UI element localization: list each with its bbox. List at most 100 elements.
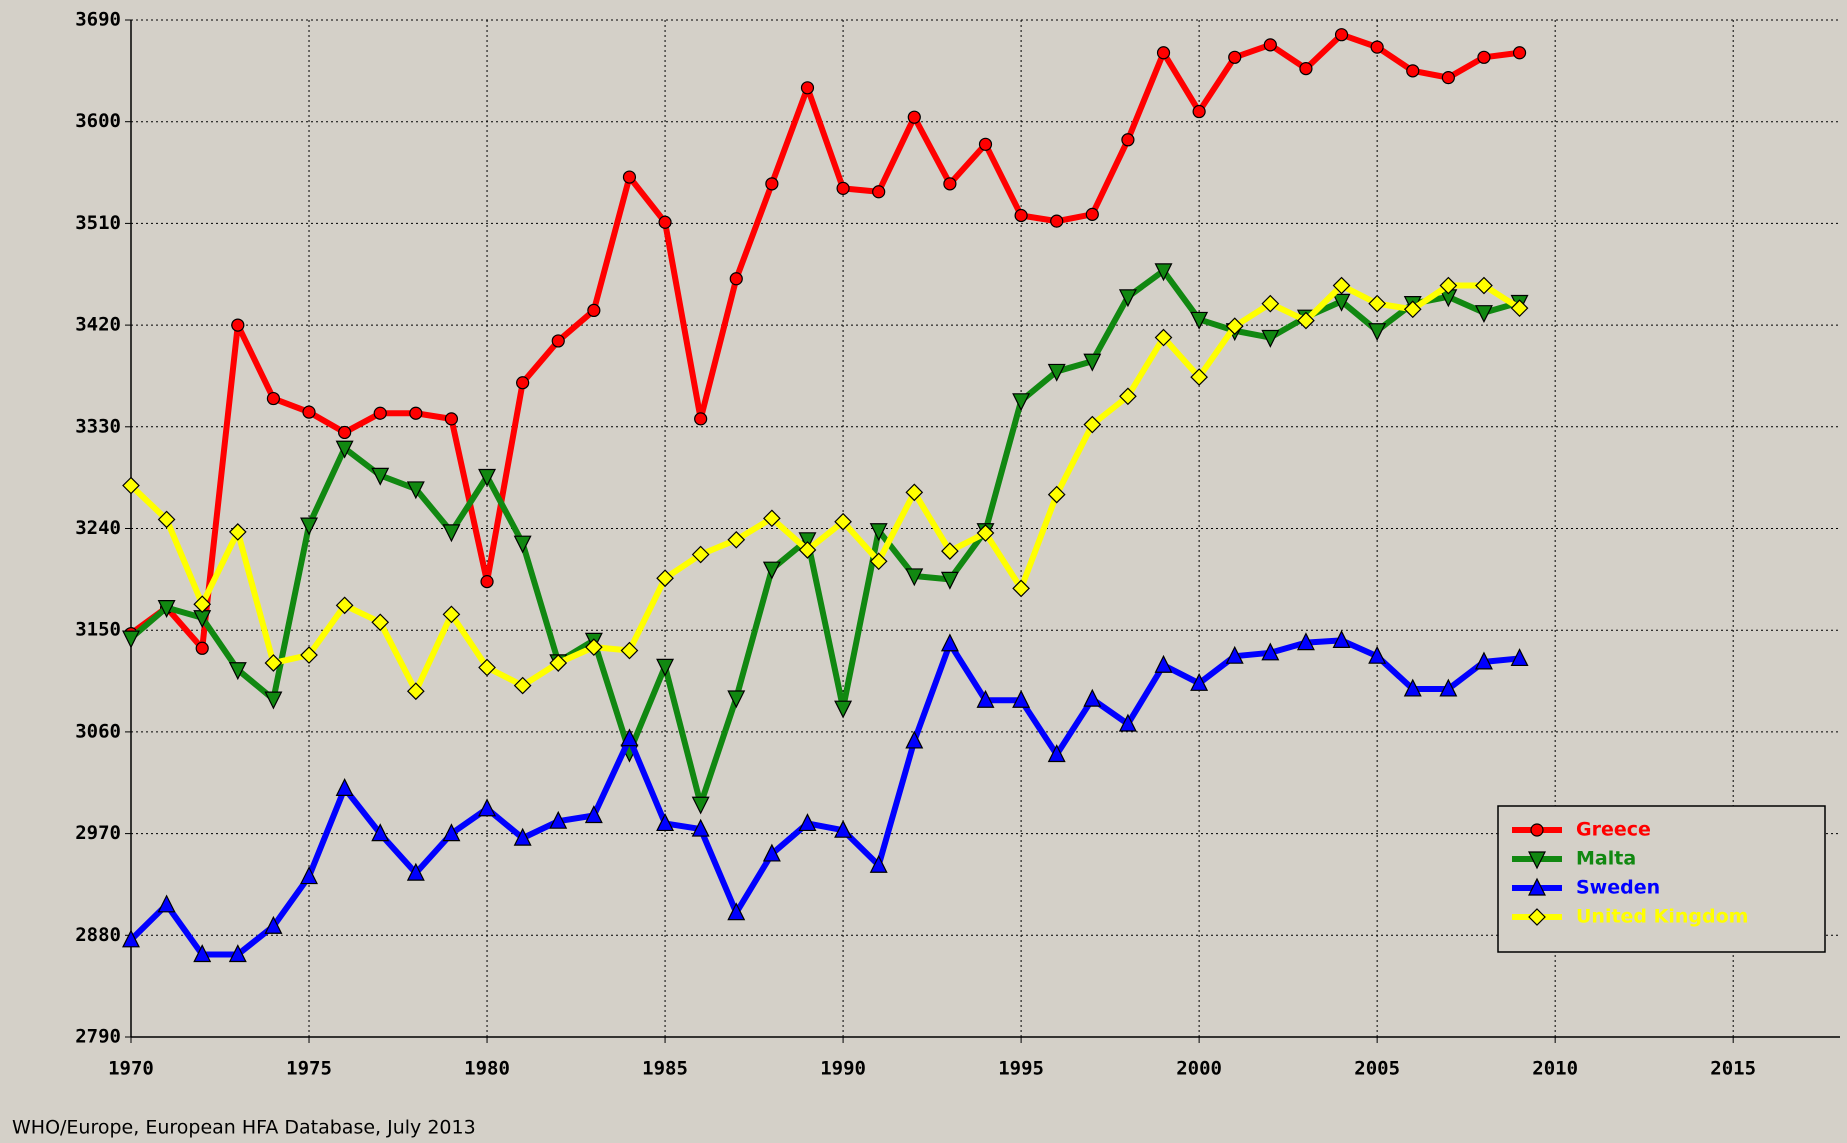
marker	[549, 810, 568, 829]
marker	[513, 676, 532, 695]
marker	[1192, 104, 1206, 119]
marker	[1368, 645, 1387, 664]
x-tick-label: 2005	[1354, 1058, 1400, 1080]
marker	[300, 646, 318, 664]
marker	[691, 818, 710, 837]
marker	[1296, 632, 1315, 651]
marker	[872, 185, 886, 199]
marker	[1441, 71, 1455, 85]
marker	[1299, 61, 1313, 76]
marker	[302, 405, 316, 419]
legend-label: United Kingdom	[1576, 906, 1748, 928]
marker	[478, 798, 497, 817]
marker	[622, 170, 637, 184]
marker	[1368, 323, 1387, 342]
marker	[1297, 311, 1315, 330]
marker	[406, 481, 425, 500]
marker	[620, 728, 639, 747]
marker	[584, 805, 603, 824]
legend-label: Malta	[1576, 848, 1636, 870]
marker	[228, 523, 247, 541]
series-line	[129, 267, 1521, 808]
marker	[1510, 648, 1529, 667]
marker	[1014, 208, 1028, 223]
marker	[656, 569, 674, 588]
marker	[406, 682, 425, 701]
marker	[1119, 387, 1137, 406]
marker	[444, 412, 459, 426]
marker	[976, 524, 995, 542]
marker	[335, 440, 354, 459]
y-tick-label: 3510	[75, 212, 121, 234]
marker	[798, 813, 817, 832]
x-tick-label: 2015	[1710, 1058, 1756, 1080]
marker	[1225, 645, 1244, 664]
marker	[656, 658, 675, 677]
marker	[373, 406, 387, 420]
marker	[300, 517, 318, 536]
marker	[335, 778, 354, 797]
marker	[193, 944, 212, 963]
marker	[1012, 393, 1031, 412]
marker	[195, 641, 209, 655]
marker	[264, 691, 283, 710]
marker	[800, 81, 815, 95]
legend-label: Greece	[1576, 819, 1651, 841]
marker	[122, 929, 140, 948]
marker	[943, 177, 957, 191]
marker	[1190, 368, 1208, 386]
marker	[480, 575, 494, 589]
marker	[406, 862, 425, 881]
x-tick-label: 1985	[642, 1058, 688, 1080]
marker	[551, 334, 565, 348]
marker	[1439, 678, 1458, 697]
marker	[1083, 415, 1102, 434]
marker	[371, 613, 390, 632]
marker	[941, 542, 959, 560]
marker	[658, 215, 672, 229]
marker	[371, 823, 390, 842]
marker	[978, 137, 993, 151]
marker	[1261, 329, 1280, 348]
x-tick-label: 1990	[820, 1058, 866, 1080]
marker	[371, 467, 390, 486]
marker	[727, 902, 746, 921]
x-tick-label: 2010	[1532, 1058, 1578, 1080]
marker	[264, 915, 283, 934]
marker	[691, 796, 710, 815]
marker	[620, 641, 639, 660]
marker	[1474, 305, 1493, 324]
marker	[869, 552, 888, 571]
marker	[940, 571, 959, 590]
marker	[587, 303, 601, 318]
marker	[266, 391, 281, 406]
marker	[264, 654, 283, 672]
marker	[1228, 50, 1242, 64]
x-tick-label: 1995	[998, 1058, 1044, 1080]
marker	[228, 662, 247, 681]
series-line	[128, 282, 1522, 695]
marker	[1156, 46, 1171, 60]
marker	[122, 630, 140, 649]
marker	[409, 406, 423, 420]
y-tick-label: 3060	[75, 720, 121, 742]
marker	[442, 605, 461, 624]
marker	[1047, 744, 1066, 763]
y-tick-label: 2790	[75, 1026, 121, 1048]
y-tick-label: 3600	[75, 110, 121, 132]
marker	[1370, 40, 1384, 54]
marker	[691, 545, 710, 564]
marker	[1154, 654, 1173, 673]
marker	[1225, 317, 1244, 336]
marker	[1154, 263, 1173, 282]
marker	[300, 866, 318, 885]
x-tick-label: 2000	[1176, 1058, 1222, 1080]
marker	[656, 813, 675, 832]
x-tick-label: 1975	[286, 1058, 332, 1080]
x-tick-label: 1970	[108, 1058, 154, 1080]
series-line	[128, 637, 1520, 958]
marker	[1477, 50, 1491, 64]
marker	[1530, 823, 1544, 837]
